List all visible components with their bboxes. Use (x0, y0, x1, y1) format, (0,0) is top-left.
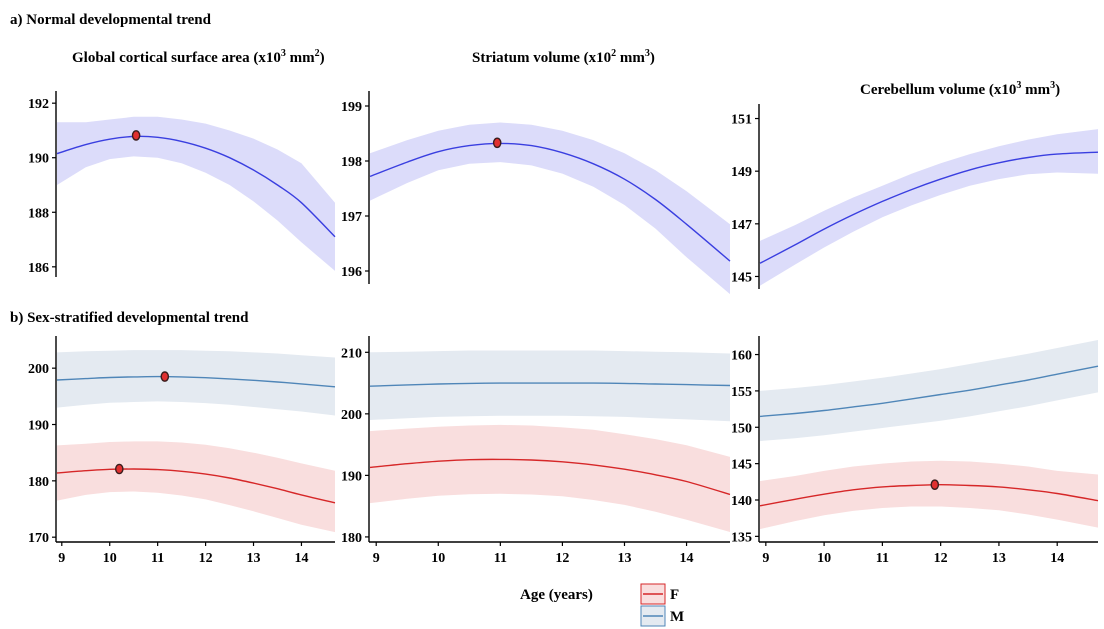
section-a-title: a) Normal developmental trend (10, 12, 212, 28)
ci-band-b3-M (760, 340, 1098, 442)
y-tick-label-a1-188: 188 (28, 206, 49, 221)
series-line-b1-F (56, 468, 336, 504)
y-tick-label-b3-160: 160 (731, 349, 752, 364)
ci-band-b2-F (370, 424, 730, 532)
y-tick-label-a3-147: 147 (731, 218, 752, 233)
series-line-b2-M (369, 382, 731, 387)
y-tick-label-b1-170: 170 (28, 531, 49, 546)
y-tick-label-a3-151: 151 (731, 113, 752, 128)
y-tick-label-b2-190: 190 (341, 469, 362, 484)
ci-band-b1-M (57, 350, 335, 416)
peak-marker-b1-0 (115, 463, 124, 475)
x-tick-label-b1-9: 9 (58, 551, 65, 566)
x-tick-label-b2-11: 11 (494, 551, 507, 566)
series-line-b2-F (369, 458, 731, 496)
y-tick-label-a3-145: 145 (731, 270, 752, 285)
y-tick-label-b1-190: 190 (28, 419, 49, 434)
panel-b1: 170 180 190 200 9 10 11 12 13 14 (28, 336, 336, 566)
ci-band-b2-M (370, 350, 730, 422)
ci-band-b1-F (57, 441, 335, 533)
series-line-b1-M (56, 375, 336, 388)
x-tick-label-b3-10: 10 (817, 551, 831, 566)
panel-a2: 196 197 198 199 (341, 91, 731, 295)
x-tick-label-b2-13: 13 (617, 551, 631, 566)
y-tick-label-b2-180: 180 (341, 531, 362, 546)
legend-m-label: M (670, 609, 684, 625)
x-tick-label-b1-12: 12 (199, 551, 213, 566)
ci-band-b3-F (760, 460, 1098, 530)
panel-a2-title: Striatum volume (x102 mm3) (472, 48, 655, 66)
x-tick-label-b3-14: 14 (1050, 551, 1064, 566)
panel-b3: 135 140 145 150 155 160 9 10 11 12 13 14 (731, 336, 1099, 566)
x-tick-label-b2-12: 12 (555, 551, 569, 566)
series-line-a2-overall (369, 142, 731, 262)
y-tick-label-a2-197: 197 (341, 210, 362, 225)
series-line-a1-overall (56, 135, 336, 238)
x-tick-label-b3-11: 11 (876, 551, 889, 566)
y-tick-label-b1-180: 180 (28, 475, 49, 490)
series-line-a3-overall (759, 151, 1099, 264)
y-tick-label-a2-196: 196 (341, 265, 362, 280)
peak-marker-b3-0 (930, 479, 940, 491)
y-tick-label-a3-149: 149 (731, 165, 752, 180)
series-line-b3-M (759, 365, 1099, 418)
x-tick-label-b1-11: 11 (151, 551, 164, 566)
panel-a1: 186 188 190 192 (28, 91, 336, 277)
panel-b2: 180 190 200 210 9 10 11 12 13 14 (341, 336, 731, 566)
x-tick-label-b2-14: 14 (680, 551, 694, 566)
x-tick-label-b3-9: 9 (762, 551, 769, 566)
section-b-title: b) Sex-stratified developmental trend (10, 310, 249, 326)
x-tick-label-b3-12: 12 (934, 551, 948, 566)
ci-band-a1-overall (57, 116, 335, 271)
y-tick-label-b2-210: 210 (341, 346, 362, 361)
y-tick-label-b1-200: 200 (28, 362, 49, 377)
y-tick-label-a1-190: 190 (28, 152, 49, 167)
peak-marker-a2-0 (492, 137, 502, 149)
y-tick-label-b3-135: 135 (731, 530, 752, 545)
peak-marker-b1-1 (160, 371, 170, 382)
y-tick-label-a1-192: 192 (28, 97, 49, 112)
peak-marker-a1-0 (131, 130, 141, 141)
x-tick-label-b3-13: 13 (992, 551, 1006, 566)
x-tick-label-b1-14: 14 (294, 551, 308, 566)
x-tick-label-b2-10: 10 (431, 551, 445, 566)
series-line-b3-F (759, 483, 1099, 507)
panel-a1-title: Global cortical surface area (x103 mm2) (72, 48, 325, 66)
y-tick-label-a2-199: 199 (341, 100, 362, 115)
y-tick-label-b3-145: 145 (731, 458, 752, 473)
legend-f-label: F (670, 587, 679, 603)
legend: F M (640, 583, 684, 627)
y-tick-label-a1-186: 186 (28, 261, 49, 276)
y-tick-label-b3-155: 155 (731, 385, 752, 400)
x-tick-label-b1-10: 10 (103, 551, 117, 566)
x-axis-title: Age (years) (520, 587, 593, 603)
x-tick-label-b2-9: 9 (373, 551, 380, 566)
x-tick-label-b1-13: 13 (247, 551, 261, 566)
panel-a3: 145 147 149 151 (731, 104, 1099, 289)
y-tick-label-b3-150: 150 (731, 421, 752, 436)
y-tick-label-b2-200: 200 (341, 408, 362, 423)
y-tick-label-a2-198: 198 (341, 155, 362, 170)
panel-a3-title: Cerebellum volume (x103 mm3) (860, 80, 1060, 98)
panels: 1861881901921961971981991451471491511701… (28, 91, 1099, 566)
ci-band-a3-overall (760, 129, 1098, 286)
ci-band-a2-overall (370, 122, 730, 295)
y-tick-label-b3-140: 140 (731, 494, 752, 509)
